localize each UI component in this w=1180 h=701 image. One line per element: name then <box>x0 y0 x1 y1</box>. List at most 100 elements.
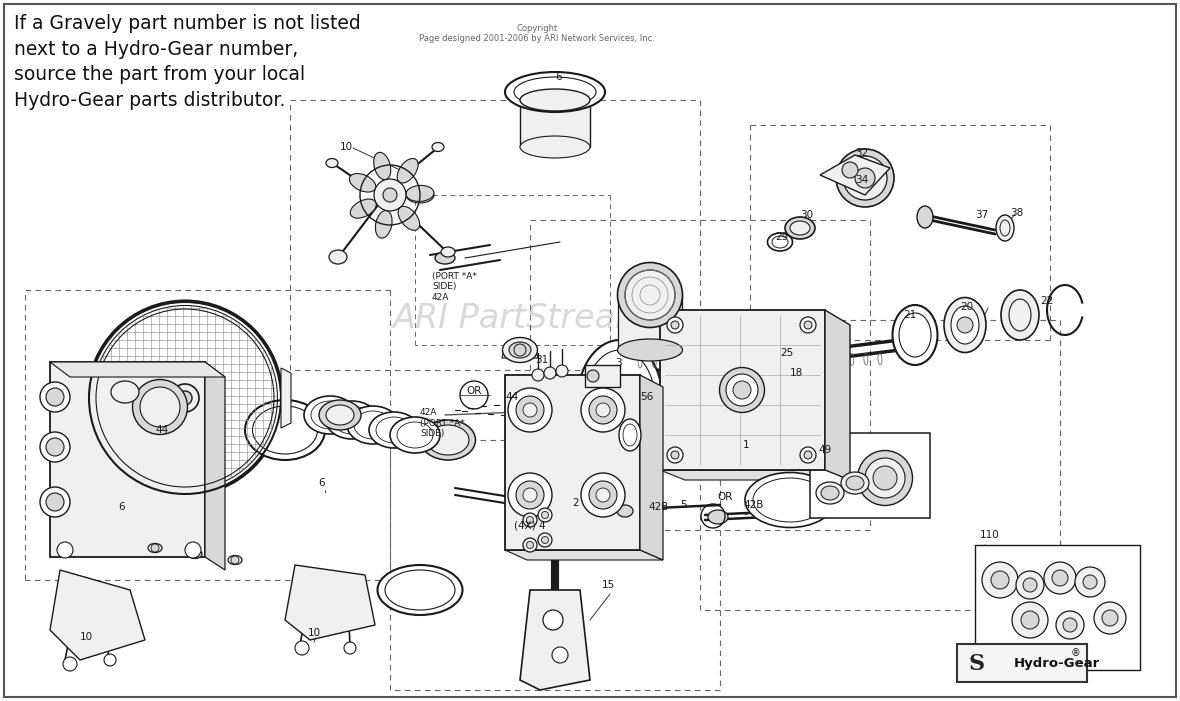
Ellipse shape <box>369 412 419 448</box>
Circle shape <box>581 388 625 432</box>
Ellipse shape <box>375 210 392 238</box>
Ellipse shape <box>835 149 894 207</box>
Circle shape <box>514 344 526 356</box>
Text: 2: 2 <box>572 498 578 508</box>
Circle shape <box>57 542 73 558</box>
Polygon shape <box>640 375 663 560</box>
Polygon shape <box>286 565 375 640</box>
Ellipse shape <box>892 305 937 365</box>
Ellipse shape <box>347 406 399 444</box>
Circle shape <box>671 321 678 329</box>
Ellipse shape <box>140 387 181 427</box>
Circle shape <box>957 317 973 333</box>
Circle shape <box>526 541 533 548</box>
Ellipse shape <box>617 262 682 327</box>
Polygon shape <box>825 310 850 480</box>
Circle shape <box>523 403 537 417</box>
Circle shape <box>581 473 625 517</box>
Circle shape <box>295 641 309 655</box>
FancyBboxPatch shape <box>957 644 1087 682</box>
Ellipse shape <box>374 152 391 179</box>
Ellipse shape <box>789 221 809 235</box>
Polygon shape <box>660 310 825 470</box>
Ellipse shape <box>625 270 675 320</box>
Text: 42A
(PORT *A*
SIDE): 42A (PORT *A* SIDE) <box>420 408 465 438</box>
Ellipse shape <box>329 250 347 264</box>
Text: 30: 30 <box>800 210 813 220</box>
Circle shape <box>538 533 552 547</box>
Ellipse shape <box>520 136 590 158</box>
Text: 42B: 42B <box>743 500 763 510</box>
Polygon shape <box>50 570 145 660</box>
Ellipse shape <box>40 432 70 462</box>
Text: 44: 44 <box>155 425 169 435</box>
Ellipse shape <box>720 367 765 412</box>
Circle shape <box>384 188 396 202</box>
Ellipse shape <box>350 199 376 218</box>
Text: If a Gravely part number is not listed
next to a Hydro-Gear number,
source the p: If a Gravely part number is not listed n… <box>14 14 361 110</box>
Text: (4X) 4: (4X) 4 <box>514 520 545 530</box>
Ellipse shape <box>865 458 905 498</box>
Polygon shape <box>505 550 663 560</box>
Ellipse shape <box>148 543 162 552</box>
Text: 6: 6 <box>118 502 125 512</box>
Polygon shape <box>820 155 890 195</box>
Text: 10: 10 <box>308 628 321 638</box>
Ellipse shape <box>726 374 758 406</box>
Text: 15: 15 <box>602 580 615 590</box>
Ellipse shape <box>745 472 835 527</box>
Ellipse shape <box>951 306 979 344</box>
Polygon shape <box>660 470 850 480</box>
Circle shape <box>151 544 159 552</box>
Polygon shape <box>502 345 538 358</box>
Text: 56: 56 <box>640 392 654 402</box>
Circle shape <box>667 317 683 333</box>
Ellipse shape <box>509 342 531 358</box>
Circle shape <box>231 556 240 564</box>
Circle shape <box>552 647 568 663</box>
Ellipse shape <box>46 388 64 406</box>
Circle shape <box>589 481 617 509</box>
Text: (PORT *A*
SIDE)
42A: (PORT *A* SIDE) 42A <box>432 272 477 302</box>
Circle shape <box>586 370 599 382</box>
Text: 20: 20 <box>961 302 974 312</box>
Ellipse shape <box>319 400 361 430</box>
Polygon shape <box>975 545 1140 670</box>
Circle shape <box>1023 578 1037 592</box>
Text: S: S <box>969 653 985 675</box>
Text: 10: 10 <box>80 632 93 642</box>
Text: 25: 25 <box>780 348 793 358</box>
Circle shape <box>1094 602 1126 634</box>
Polygon shape <box>809 433 930 518</box>
Circle shape <box>596 488 610 502</box>
Circle shape <box>1044 562 1076 594</box>
Ellipse shape <box>304 396 356 434</box>
Polygon shape <box>505 375 640 550</box>
Ellipse shape <box>817 482 844 504</box>
Circle shape <box>523 538 537 552</box>
Ellipse shape <box>944 297 986 353</box>
Ellipse shape <box>40 487 70 517</box>
Circle shape <box>1063 618 1077 632</box>
Ellipse shape <box>406 185 434 201</box>
Ellipse shape <box>785 217 815 239</box>
Ellipse shape <box>398 206 420 231</box>
Circle shape <box>1012 602 1048 638</box>
Circle shape <box>873 466 897 490</box>
Ellipse shape <box>420 420 476 460</box>
Circle shape <box>509 473 552 517</box>
Circle shape <box>544 367 556 379</box>
Ellipse shape <box>87 301 282 496</box>
Circle shape <box>843 162 858 178</box>
Text: 10: 10 <box>340 142 353 152</box>
Text: 6: 6 <box>317 478 324 488</box>
Circle shape <box>800 447 817 463</box>
Ellipse shape <box>617 505 632 517</box>
Text: 18: 18 <box>789 368 804 378</box>
Text: 42B: 42B <box>648 502 668 512</box>
Text: 5: 5 <box>680 500 687 510</box>
Ellipse shape <box>858 451 912 505</box>
Circle shape <box>374 179 406 211</box>
Ellipse shape <box>846 476 864 490</box>
Text: OR: OR <box>466 386 481 396</box>
